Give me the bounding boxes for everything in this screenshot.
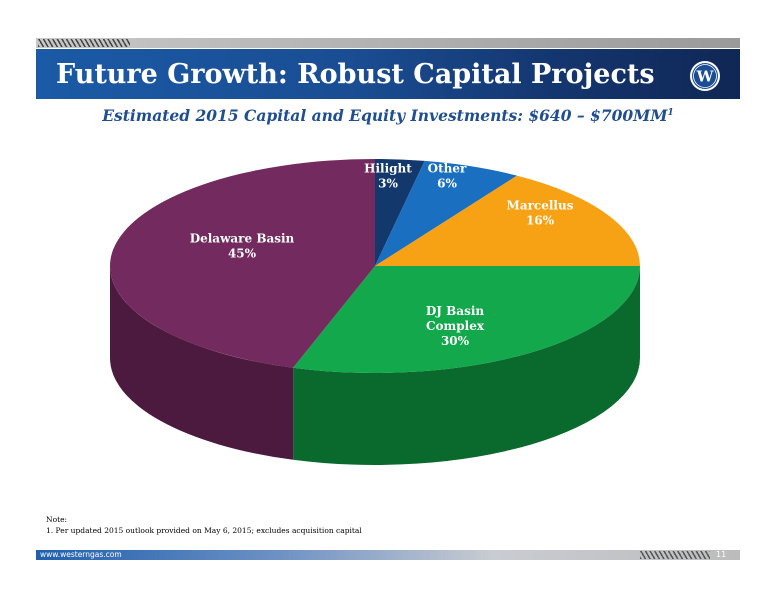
footer-hatch-decoration <box>640 551 710 559</box>
top-hatch-decoration <box>38 39 130 47</box>
pie-slice-side-delaware-basin <box>110 266 294 460</box>
pie-slice-other <box>375 160 517 266</box>
logo-letter: W <box>696 68 715 86</box>
chart-note: Note: 1. Per updated 2015 outlook provid… <box>46 514 362 536</box>
note-heading: Note: <box>46 515 68 524</box>
page-title: Future Growth: Robust Capital Projects <box>56 59 655 90</box>
pie-slice-marcellus <box>375 175 640 266</box>
footer-url: www.westerngas.com <box>40 550 122 559</box>
pie-slice-side-dj-basin-complex <box>293 266 640 466</box>
pie-slice-dj-basin-complex <box>293 266 640 373</box>
slice-label-delaware-basin: Delaware Basin 45% <box>190 232 295 261</box>
western-gas-w-logo-icon: W <box>690 61 720 91</box>
slice-label-dj-basin-complex: DJ Basin Complex 30% <box>426 304 485 348</box>
pie-slice-delaware-basin <box>109 159 375 368</box>
page-number: 11 <box>716 550 727 559</box>
chart-subtitle: Estimated 2015 Capital and Equity Invest… <box>102 106 674 125</box>
slice-label-hilight: Hilight 3% <box>364 162 412 191</box>
note-item: 1. Per updated 2015 outlook provided on … <box>46 526 362 535</box>
title-bar <box>36 49 740 99</box>
slice-label-other: Other 6% <box>428 162 467 191</box>
slice-label-marcellus: Marcellus 16% <box>507 199 574 228</box>
pie-slice-hilight <box>375 159 425 266</box>
footer-bar <box>36 550 740 560</box>
top-stripe <box>36 38 740 48</box>
